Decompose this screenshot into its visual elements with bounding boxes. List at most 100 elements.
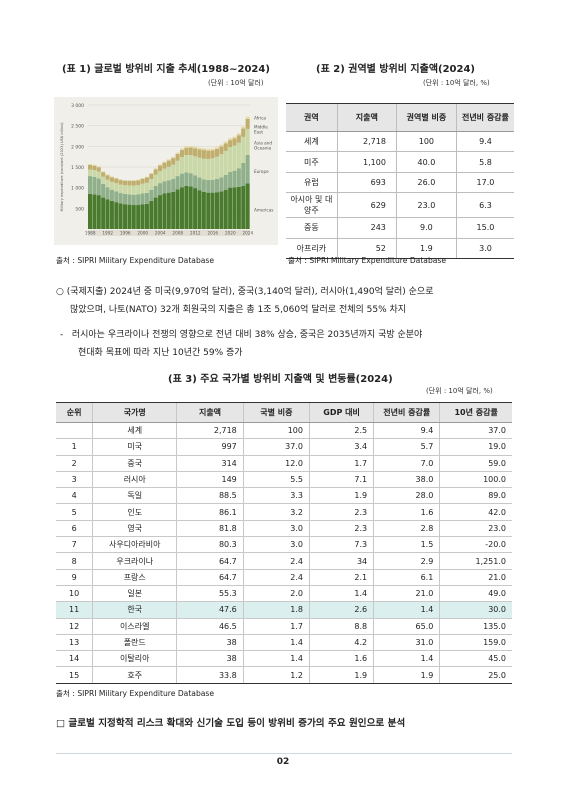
bar-segment-europe [123, 193, 128, 205]
table3-row: 13 폴란드 38 1.4 4.2 31.0 159.0 [56, 634, 512, 652]
table2-cell: 1,100 [336, 151, 397, 173]
bar-segment-americas [184, 186, 189, 229]
bar-segment-americas [105, 199, 110, 229]
table3-cell: 1.4 [373, 650, 440, 668]
table3-header-cell: 10년 증감률 [439, 402, 512, 423]
table3-cell: 31.0 [373, 634, 440, 652]
bar-segment-americas [179, 187, 184, 229]
table2-row: 아프리카 52 1.9 3.0 [286, 238, 514, 259]
bar-segment-africa [171, 156, 176, 159]
table3-cell: 일본 [92, 585, 177, 603]
bar-segment-middle-east [236, 135, 241, 143]
table3-cell: 100 [242, 422, 310, 440]
table3-cell: 59.0 [439, 455, 512, 472]
bar-segment-asia-and-oceania [193, 156, 198, 176]
bar-segment-middle-east [193, 148, 198, 157]
table3-cell: 3 [56, 471, 93, 489]
bar-segment-middle-east [88, 164, 93, 170]
bar-segment-middle-east [184, 147, 189, 156]
table2-caption: (표 2) 권역별 방위비 지출액(2024) [316, 64, 475, 75]
table3-cell: 3.3 [242, 487, 310, 505]
bar-segment-asia-and-oceania [88, 169, 93, 177]
table3-cell: 2.6 [308, 601, 374, 619]
bar-segment-americas [127, 204, 132, 229]
table3-cell: 1.6 [308, 650, 374, 668]
table3-cell: 2.8 [373, 520, 440, 538]
bar-segment-americas [109, 200, 114, 229]
table2-cell: 중동 [286, 217, 338, 239]
table3-cell: 88.5 [176, 487, 244, 505]
y-tick-label: 2 500 [71, 124, 84, 130]
bar-segment-europe [109, 189, 114, 201]
table3-cell: 38 [176, 650, 244, 668]
table2-header-cell: 지출액 [336, 103, 397, 132]
bar-segment-africa [228, 138, 233, 141]
bar-segment-europe [171, 178, 176, 192]
paragraph-line-1: (국제지출) 2024년 중 미국(9,970억 달러), 중국(3,140억 … [66, 287, 434, 297]
legend-label: East [254, 130, 263, 135]
bar-segment-africa [197, 147, 202, 150]
bar-segment-europe [166, 180, 171, 193]
bar-segment-europe [219, 177, 224, 192]
table3-cell: 2.3 [308, 503, 374, 521]
bar-segment-americas [101, 197, 106, 229]
table2-cell: 아시아 및 대양주 [286, 192, 338, 219]
bar-segment-americas [136, 205, 141, 229]
table3-cell: 38 [176, 634, 244, 652]
bar-segment-africa [166, 159, 171, 161]
bar-segment-africa [162, 161, 167, 163]
table3-cell: 이스라엘 [92, 618, 177, 635]
bar-segment-asia-and-oceania [175, 160, 180, 177]
bar-segment-africa [118, 179, 123, 181]
bar-segment-middle-east [210, 150, 215, 159]
table3-cell: 1.9 [373, 666, 440, 684]
table2-cell: 3.0 [455, 238, 514, 259]
table2-unit: (단위 : 10억 달러, %) [423, 79, 490, 87]
x-tick-label: 2000 [137, 231, 148, 236]
bar-segment-europe [206, 180, 211, 193]
bar-segment-asia-and-oceania [214, 156, 219, 179]
bar-segment-europe [92, 176, 97, 195]
bar-segment-asia-and-oceania [101, 176, 106, 184]
bar-segment-africa [245, 116, 250, 119]
bar-segment-asia-and-oceania [114, 183, 119, 192]
bar-segment-middle-east [228, 140, 233, 148]
table3-cell: 우크라이나 [92, 552, 177, 570]
bar-segment-africa [201, 148, 206, 151]
bar-segment-americas [206, 192, 211, 229]
bar-segment-europe [105, 187, 110, 200]
table3-header-cell: 순위 [56, 402, 93, 423]
legend-label: Americas [254, 208, 273, 213]
bar-segment-middle-east [153, 169, 158, 175]
table2-cell: 52 [336, 238, 397, 259]
table3-row: 세계 2,718 100 2.5 9.4 37.0 [56, 422, 512, 440]
table3-cell: 2.4 [242, 552, 310, 570]
bar-segment-americas [210, 192, 215, 229]
bar-segment-middle-east [114, 178, 119, 184]
table3-cell: 81.8 [176, 520, 244, 538]
table3-cell: 폴란드 [92, 634, 177, 652]
paragraph-global-spending: ○ (국제지출) 2024년 중 미국(9,970억 달러), 중국(3,140… [56, 283, 516, 319]
table3-cell: 2.1 [308, 569, 374, 586]
bar-segment-europe [179, 173, 184, 188]
bar-segment-europe [232, 170, 237, 188]
bar-segment-americas [228, 187, 233, 229]
table3-cell: 80.3 [176, 536, 244, 554]
table3-cell: 7.3 [308, 536, 374, 554]
table2-cell: 100 [395, 131, 457, 153]
table3-cell: 2.3 [308, 520, 374, 538]
table3-cell: 1.4 [242, 634, 310, 652]
bar-segment-middle-east [219, 146, 224, 155]
bar-segment-asia-and-oceania [179, 157, 184, 174]
bar-segment-africa [153, 168, 158, 170]
table3-row: 14 이탈리아 38 1.4 1.6 1.4 45.0 [56, 650, 512, 668]
table3-cell: 5.7 [373, 438, 440, 456]
table2-cell: 23.0 [395, 192, 457, 219]
bar-segment-europe [188, 173, 193, 187]
table3-cell: 45.0 [439, 650, 512, 668]
bar-segment-europe [175, 176, 180, 190]
table3-row: 15 호주 33.8 1.2 1.9 1.9 25.0 [56, 666, 512, 684]
table3-cell: 10 [56, 585, 93, 603]
table3-cell: 1.7 [308, 455, 374, 472]
table3-cell: 37.0 [242, 438, 310, 456]
